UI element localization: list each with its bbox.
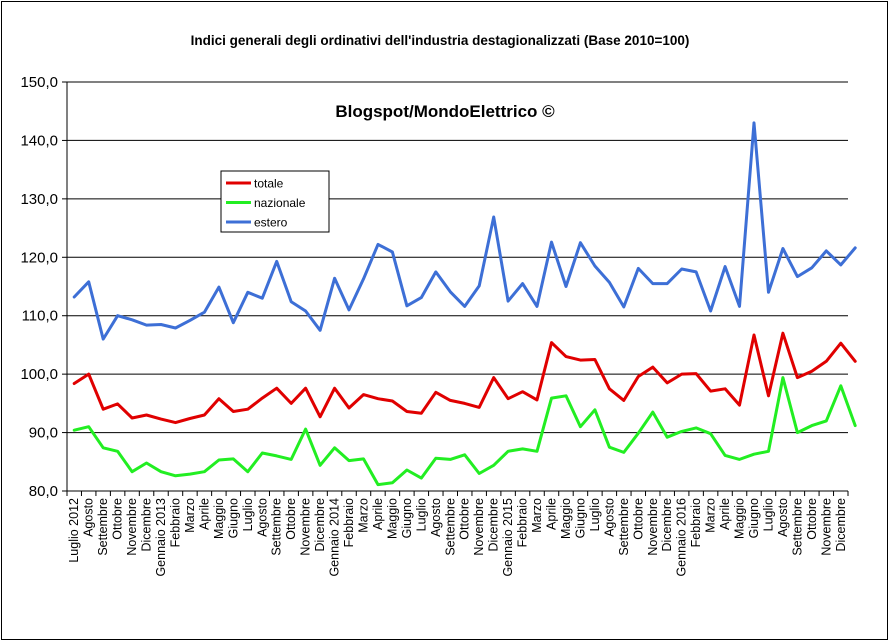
x-tick-label: Dicembre	[140, 498, 154, 552]
x-tick-label: Maggio	[559, 498, 573, 539]
x-tick-label: Settembre	[790, 498, 804, 556]
x-tick-label: Febbraio	[342, 498, 356, 547]
y-tick-label: 150,0	[20, 74, 58, 91]
legend: totale nazionale estero	[220, 170, 330, 233]
watermark: Blogspot/MondoElettrico ©	[335, 102, 555, 121]
y-axis-ticks: 80,0 90,0 100,0 110,0 120,0 130,0 140,0 150,0	[20, 74, 67, 500]
x-axis-ticks: Luglio 2012 Agosto Settembre Ottobre Novembr…	[66, 491, 849, 577]
x-tick-label: Aprile	[197, 498, 211, 530]
x-tick-label: Dicembre	[834, 498, 848, 552]
x-tick-label: Luglio 2012	[67, 498, 81, 563]
x-tick-label: Gennaio 2013	[154, 498, 168, 577]
gridlines	[67, 81, 848, 492]
chart-title: Indici generali degli ordinativi dell'in…	[191, 33, 690, 48]
x-tick-label: Dicembre	[660, 498, 674, 552]
x-tick-label: Agosto	[602, 498, 616, 537]
x-tick-label: Dicembre	[487, 498, 501, 552]
x-tick-label: Maggio	[385, 498, 399, 539]
x-tick-label: Aprile	[545, 498, 559, 530]
y-tick-label: 120,0	[20, 249, 58, 266]
x-tick-label: Novembre	[125, 498, 139, 556]
y-tick-label: 110,0	[22, 308, 58, 325]
y-tick-label: 90,0	[29, 425, 58, 442]
x-tick-label: Novembre	[472, 498, 486, 556]
x-tick-label: Giugno	[226, 498, 240, 538]
legend-label-nazionale: nazionale	[254, 196, 306, 210]
x-tick-label: Gennaio 2016	[675, 498, 689, 577]
x-tick-label: Maggio	[733, 498, 747, 539]
x-tick-label: Febbraio	[689, 498, 703, 547]
y-tick-label: 100,0	[20, 366, 58, 383]
x-tick-label: Aprile	[718, 498, 732, 530]
x-tick-label: Novembre	[299, 498, 313, 556]
x-tick-label: Agosto	[255, 498, 269, 537]
x-tick-label: Giugno	[400, 498, 414, 538]
x-tick-label: Agosto	[82, 498, 96, 537]
x-tick-label: Giugno	[573, 498, 587, 538]
x-tick-label: Gennaio 2015	[501, 498, 515, 577]
x-tick-label: Gennaio 2014	[328, 498, 342, 577]
x-tick-label: Settembre	[270, 498, 284, 556]
x-tick-label: Ottobre	[111, 498, 125, 540]
series-line-estero	[72, 121, 857, 341]
legend-label-totale: totale	[254, 177, 284, 191]
x-tick-label: Agosto	[429, 498, 443, 537]
x-tick-label: Novembre	[819, 498, 833, 556]
x-tick-label: Settembre	[617, 498, 631, 556]
x-tick-label: Luglio	[588, 498, 602, 531]
x-tick-label: Ottobre	[284, 498, 298, 540]
x-tick-label: Maggio	[212, 498, 226, 539]
legend-label-estero: estero	[254, 216, 288, 230]
x-tick-label: Marzo	[356, 498, 370, 533]
x-tick-label: Luglio	[241, 498, 255, 531]
y-tick-label: 130,0	[20, 191, 58, 208]
x-tick-label: Ottobre	[631, 498, 645, 540]
series-lines	[72, 121, 857, 487]
x-tick-label: Agosto	[776, 498, 790, 537]
x-tick-label: Aprile	[371, 498, 385, 530]
x-tick-label: Febbraio	[516, 498, 530, 547]
x-tick-label: Ottobre	[805, 498, 819, 540]
x-tick-label: Marzo	[183, 498, 197, 533]
x-tick-label: Febbraio	[168, 498, 182, 547]
series-line-totale	[72, 331, 857, 425]
x-tick-label: Dicembre	[313, 498, 327, 552]
x-tick-label: Settembre	[443, 498, 457, 556]
x-tick-label: Giugno	[747, 498, 761, 538]
x-tick-label: Novembre	[646, 498, 660, 556]
series-line-nazionale	[72, 376, 857, 487]
y-tick-label: 80,0	[29, 483, 58, 500]
y-tick-label: 140,0	[20, 132, 58, 149]
x-tick-label: Settembre	[96, 498, 110, 556]
x-tick-label: Luglio	[414, 498, 428, 531]
x-tick-label: Ottobre	[458, 498, 472, 540]
x-tick-label: Marzo	[704, 498, 718, 533]
x-tick-label: Luglio	[761, 498, 775, 531]
x-tick-label: Marzo	[530, 498, 544, 533]
